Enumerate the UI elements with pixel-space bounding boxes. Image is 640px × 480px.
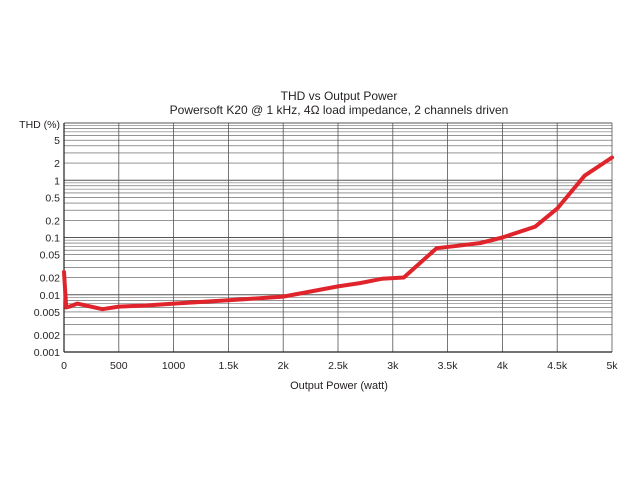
x-tick-label: 3.5k — [438, 360, 459, 372]
tick-labels: 0.0010.0020.0050.010.020.050.10.20.51250… — [34, 135, 619, 372]
y-tick-label: 5 — [54, 135, 60, 147]
x-tick-label: 500 — [110, 360, 128, 372]
x-tick-label: 1.5k — [218, 360, 239, 372]
chart-subtitle: Powersoft K20 @ 1 kHz, 4Ω load impedance… — [170, 103, 509, 117]
y-tick-label: 0.002 — [34, 330, 60, 342]
grid — [63, 122, 613, 353]
y-tick-label: 0.1 — [45, 233, 60, 245]
y-tick-label: 0.5 — [45, 192, 60, 204]
y-tick-label: 0.05 — [40, 250, 61, 262]
x-tick-label: 1000 — [162, 360, 186, 372]
y-tick-label: 0.02 — [40, 273, 61, 285]
x-tick-label: 2.5k — [328, 360, 349, 372]
x-tick-label: 4.5k — [547, 360, 568, 372]
y-tick-label: 2 — [54, 158, 60, 170]
y-axis-label: THD (%) — [19, 119, 60, 131]
y-tick-label: 0.001 — [34, 347, 60, 359]
x-tick-label: 3k — [387, 360, 399, 372]
y-tick-label: 1 — [54, 175, 60, 187]
x-tick-label: 4k — [497, 360, 509, 372]
y-tick-label: 0.01 — [40, 290, 61, 302]
y-tick-label: 0.2 — [45, 215, 60, 227]
x-axis-label: Output Power (watt) — [290, 380, 388, 392]
x-tick-label: 0 — [61, 360, 67, 372]
x-tick-label: 2k — [278, 360, 290, 372]
chart-title: THD vs Output Power — [281, 89, 398, 103]
thd-series-line — [62, 155, 614, 312]
x-tick-label: 5k — [606, 360, 618, 372]
y-tick-label: 0.005 — [34, 307, 60, 319]
series-layer — [62, 155, 614, 312]
